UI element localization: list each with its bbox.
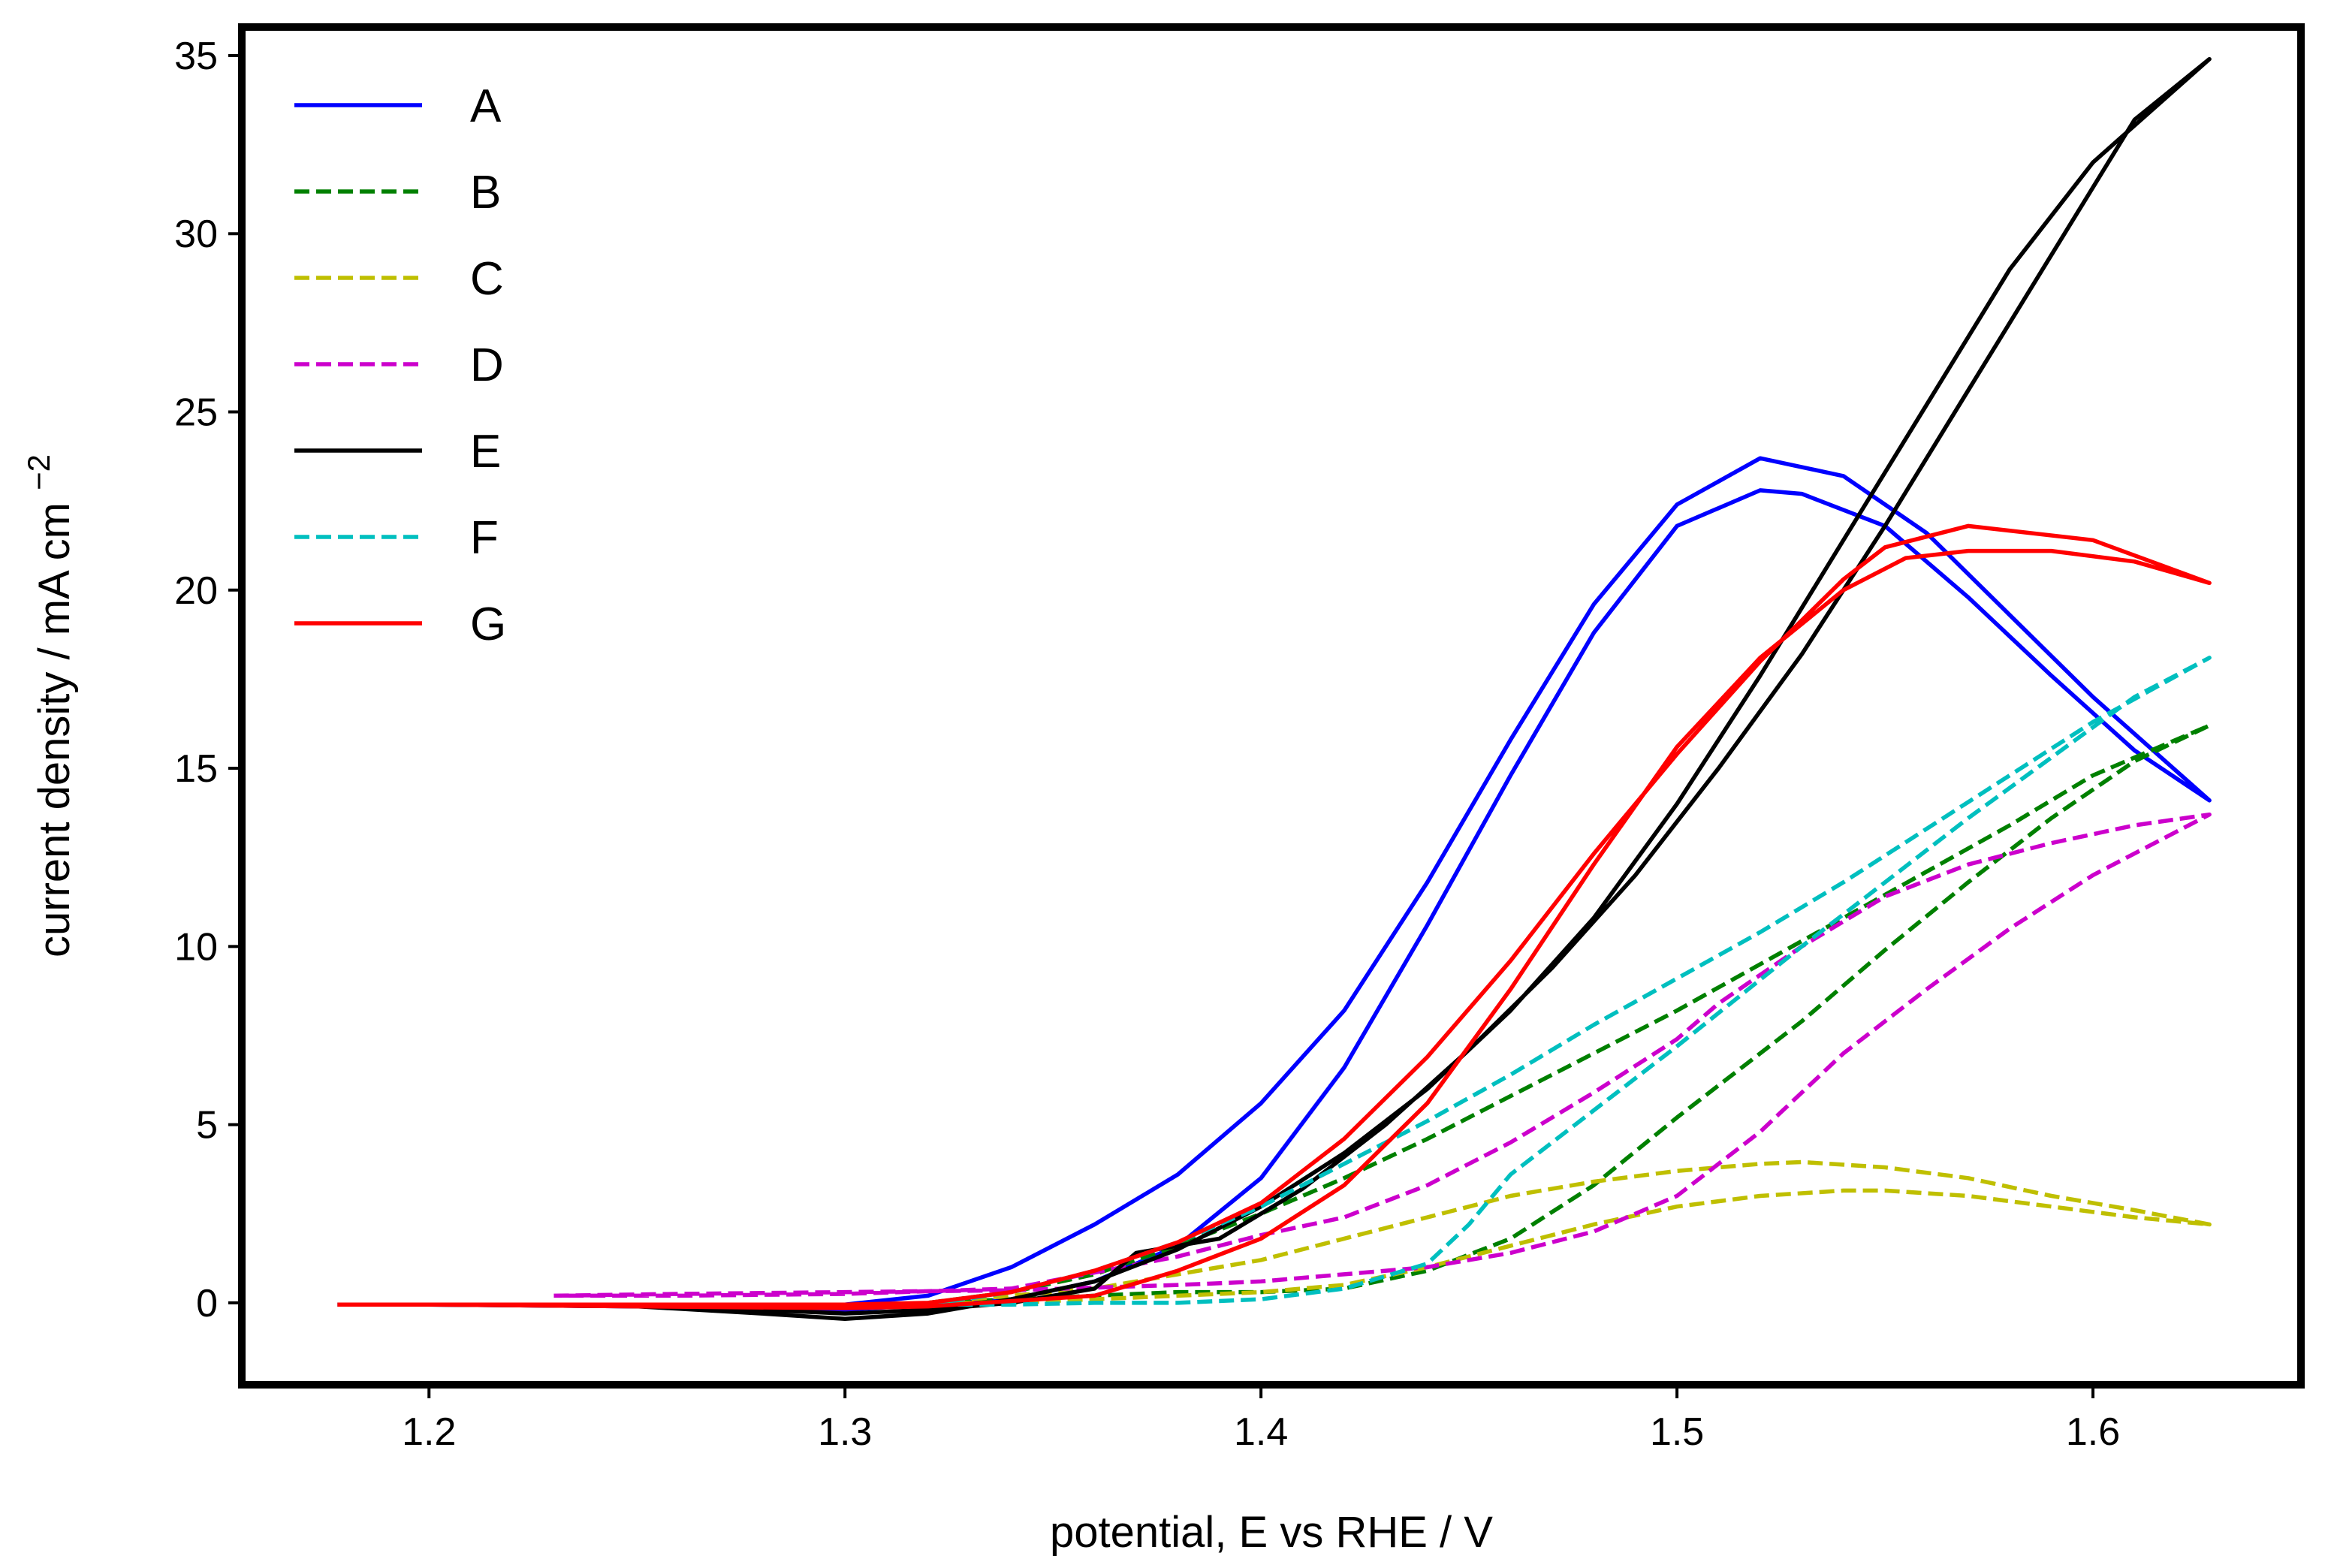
- y-axis-label: current density / mA cm −2: [21, 454, 79, 957]
- y-tick-label: 20: [174, 569, 218, 613]
- y-tick-label: 10: [174, 925, 218, 969]
- y-tick-label: 15: [174, 747, 218, 791]
- x-tick-label: 1.5: [1650, 1410, 1704, 1454]
- x-axis-label: potential, E vs RHE / V: [1050, 1508, 1493, 1557]
- ticks-layer: 1.2 1.3 1.4 1.5 1.6 0 5 10 15 20 25 30 35: [174, 35, 2120, 1454]
- y-axis-label-group: current density / mA cm −2: [21, 454, 79, 957]
- legend-label-b: B: [470, 167, 501, 219]
- legend-label-e: E: [470, 426, 501, 478]
- y-tick-label: 5: [196, 1104, 218, 1147]
- series-line-g: [337, 523, 2212, 1310]
- series-line-e: [337, 56, 2212, 1321]
- legend-label-a: A: [470, 80, 502, 132]
- y-tick-label: 25: [174, 391, 218, 435]
- x-tick-label: 1.4: [1234, 1410, 1288, 1454]
- series-line-f: [927, 656, 2212, 1307]
- y-axis-label-exponent: −2: [21, 454, 56, 490]
- series-layer: [337, 56, 2212, 1321]
- series-line-b: [927, 723, 2212, 1305]
- x-tick-label: 1.2: [402, 1410, 456, 1454]
- legend-label-f: F: [470, 512, 499, 564]
- legend-label-c: C: [470, 253, 504, 305]
- x-tick-label: 1.6: [2066, 1410, 2120, 1454]
- y-axis-label-text: current density / mA cm: [30, 502, 79, 957]
- plot-frame: [238, 23, 2305, 1389]
- y-tick-label: 0: [196, 1282, 218, 1325]
- legend-label-g: G: [470, 599, 506, 650]
- y-tick-label: 35: [174, 35, 218, 78]
- y-tick-label: 30: [174, 213, 218, 256]
- series-line-d: [553, 812, 2212, 1298]
- legend-label-d: D: [470, 339, 504, 391]
- x-tick-label: 1.3: [818, 1410, 872, 1454]
